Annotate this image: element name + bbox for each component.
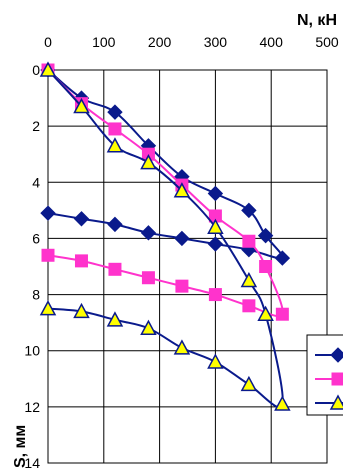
data-point — [208, 288, 222, 302]
y-tick-label: 4 — [32, 174, 40, 190]
data-point — [73, 302, 90, 319]
data-point — [241, 202, 257, 219]
data-point — [175, 279, 189, 293]
y-tick-label: 12 — [24, 399, 40, 415]
legend-marker — [329, 394, 343, 410]
data-point — [173, 182, 191, 198]
data-point — [140, 154, 157, 170]
data-point — [73, 211, 90, 227]
data-point — [39, 300, 57, 316]
x-tick-label: 500 — [315, 34, 339, 50]
data-point — [108, 122, 122, 136]
x-tick-label: 100 — [92, 34, 116, 50]
legend-marker — [331, 372, 343, 386]
plot-frame — [47, 69, 328, 464]
data-point — [240, 271, 258, 288]
data-point — [207, 236, 224, 252]
series-line — [47, 69, 284, 318]
data-point — [240, 375, 258, 392]
data-point — [73, 97, 90, 114]
data-point — [106, 137, 124, 153]
data-point — [107, 104, 123, 120]
data-point — [40, 205, 56, 221]
data-point — [140, 225, 157, 241]
data-point — [39, 61, 57, 77]
data-point — [207, 218, 224, 234]
data-point — [259, 260, 273, 273]
data-point — [257, 227, 274, 244]
data-point — [274, 395, 291, 411]
data-point — [207, 185, 224, 202]
data-point — [257, 305, 274, 321]
data-point — [41, 248, 55, 262]
y-tick-label: 0 — [32, 62, 40, 78]
data-point — [174, 230, 190, 247]
legend — [306, 334, 343, 416]
y-tick-label: 6 — [32, 230, 40, 246]
data-point — [107, 216, 123, 233]
x-axis-title: N, кН — [297, 12, 337, 29]
y-axis-title: S, мм — [12, 425, 29, 468]
x-tick-label: 400 — [260, 34, 284, 50]
y-tick-label: 2 — [32, 118, 40, 134]
y-tick-label: 14 — [24, 455, 40, 470]
data-point — [242, 234, 256, 248]
data-point — [207, 353, 224, 369]
x-tick-label: 0 — [44, 34, 52, 50]
series-line — [47, 69, 284, 408]
data-point — [173, 339, 191, 355]
y-tick-label: 10 — [24, 343, 40, 359]
y-tick-label: 8 — [32, 287, 40, 303]
series-triangle — [39, 61, 291, 411]
series-layer — [39, 61, 291, 411]
data-point — [74, 254, 88, 268]
data-point — [108, 262, 122, 276]
data-point — [106, 311, 124, 327]
tick-labels: 0 100 200 300 400 500 0 2 4 6 8 10 12 14 — [24, 34, 338, 470]
series-line — [47, 69, 284, 260]
data-point — [140, 319, 157, 336]
data-point — [242, 299, 256, 313]
x-tick-label: 300 — [204, 34, 228, 50]
data-point — [141, 271, 155, 285]
data-point — [274, 250, 291, 266]
x-tick-label: 200 — [148, 34, 172, 50]
data-point — [275, 307, 289, 321]
